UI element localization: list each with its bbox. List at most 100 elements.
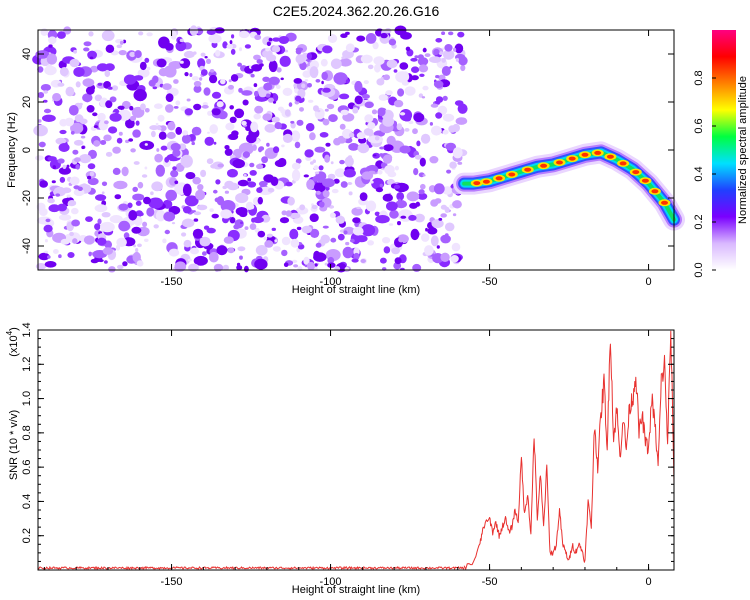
heatmap-noise-blob bbox=[263, 236, 268, 241]
heatmap-noise-blob bbox=[253, 83, 258, 88]
heatmap-noise-blob bbox=[420, 133, 431, 144]
heatmap-noise-blob bbox=[173, 79, 179, 84]
heatmap-noise-blob bbox=[444, 222, 455, 232]
heatmap-noise-blob bbox=[353, 252, 360, 260]
heatmap-noise-blob bbox=[393, 69, 398, 73]
heatmap-noise-blob bbox=[183, 50, 195, 59]
snr-multiplier-close: ) bbox=[8, 327, 20, 331]
heatmap-noise-blob bbox=[253, 90, 259, 97]
heatmap-noise-blob bbox=[304, 149, 314, 158]
heatmap-noise-blob bbox=[268, 60, 278, 73]
heatmap-noise-blob bbox=[307, 83, 312, 88]
heatmap-noise-blob bbox=[166, 131, 176, 140]
heatmap-noise-blob bbox=[117, 264, 124, 270]
heatmap-noise-blob bbox=[441, 31, 446, 35]
heatmap-noise-blob bbox=[93, 125, 98, 129]
heatmap-noise-blob bbox=[170, 169, 179, 178]
snr-signal-line bbox=[463, 330, 675, 570]
heatmap-noise-blob bbox=[137, 181, 144, 189]
snr-noise-floor-line bbox=[37, 565, 465, 571]
heatmap-noise-blob bbox=[155, 164, 165, 177]
heatmap-noise-blob bbox=[97, 82, 103, 86]
heatmap-noise-blob bbox=[140, 103, 146, 111]
heatmap-noise-blob bbox=[249, 170, 257, 176]
signal-hotspot-core bbox=[556, 160, 563, 165]
heatmap-noise-blob bbox=[225, 122, 235, 131]
heatmap-noise-blob bbox=[105, 151, 113, 157]
heatmap-noise-blob bbox=[75, 81, 81, 88]
heatmap-noise-blob bbox=[133, 89, 147, 102]
heatmap-noise-blob bbox=[322, 45, 333, 54]
heatmap-noise-blob bbox=[175, 100, 181, 106]
heatmap-noise-blob bbox=[174, 261, 187, 272]
heatmap-noise-blob bbox=[455, 117, 468, 125]
heatmap-noise-blob bbox=[410, 228, 420, 241]
heatmap-noise-blob bbox=[231, 34, 235, 39]
heatmap-noise-blob bbox=[86, 105, 95, 113]
heatmap-noise-blob bbox=[146, 32, 153, 37]
colorbar-tick-label: 0.2 bbox=[693, 214, 705, 229]
heatmap-noise-blob bbox=[340, 109, 349, 116]
heatmap-noise-blob bbox=[69, 58, 80, 68]
heatmap-noise-blob bbox=[132, 129, 141, 138]
heatmap-noise-blob bbox=[97, 112, 106, 121]
heatmap-noise-blob bbox=[45, 218, 51, 223]
heatmap-noise-blob bbox=[383, 144, 394, 152]
heatmap-noise-blob bbox=[104, 240, 112, 249]
heatmap-noise-blob bbox=[175, 40, 187, 52]
heatmap-noise-blob bbox=[440, 234, 451, 244]
heatmap-noise-blob bbox=[433, 183, 445, 195]
heatmap-noise-blob bbox=[279, 217, 290, 224]
heatmap-noise-blob bbox=[319, 201, 325, 208]
heatmap-noise-blob bbox=[57, 82, 65, 87]
heatmap-noise-blob bbox=[175, 126, 182, 135]
heatmap-noise-blob bbox=[101, 181, 108, 187]
heatmap-noise-blob bbox=[291, 162, 301, 170]
heatmap-noise-blob bbox=[403, 116, 412, 122]
heatmap-noise-blob bbox=[177, 164, 184, 170]
heatmap-noise-blob bbox=[157, 114, 165, 122]
heatmap-noise-blob bbox=[393, 184, 401, 189]
heatmap-y-ticks: -40 -20 0 20 40 bbox=[21, 48, 674, 254]
heatmap-noise-blob bbox=[318, 165, 324, 171]
heatmap-noise-blob bbox=[448, 31, 454, 36]
snr-multiplier-exponent: 4 bbox=[5, 330, 14, 335]
heatmap-noise-blob bbox=[72, 149, 79, 155]
heatmap-noise-blob bbox=[304, 79, 309, 82]
heatmap-noise-blob bbox=[348, 155, 352, 159]
heatmap-noise-blob bbox=[241, 120, 247, 126]
heatmap-noise-blob bbox=[52, 165, 56, 170]
heatmap-noise-blob bbox=[104, 260, 108, 264]
heatmap-noise-blob bbox=[350, 238, 355, 243]
heatmap-noise-blob bbox=[82, 93, 93, 103]
heatmap-noise-blob bbox=[81, 145, 85, 150]
heatmap-noise-blob bbox=[266, 233, 273, 238]
heatmap-noise-blob bbox=[347, 182, 353, 185]
heatmap-noise-blob bbox=[380, 32, 388, 39]
heatmap-y-tick-label: -20 bbox=[21, 190, 33, 206]
heatmap-noise-blob bbox=[310, 161, 314, 165]
heatmap-noise-blob bbox=[107, 86, 113, 90]
heatmap-noise-blob bbox=[335, 215, 345, 224]
heatmap-noise-blob bbox=[101, 191, 105, 194]
heatmap-noise-blob bbox=[264, 240, 274, 248]
heatmap-noise-blob bbox=[200, 169, 207, 178]
heatmap-noise-blob bbox=[69, 231, 74, 237]
heatmap-noise-blob bbox=[211, 213, 219, 219]
heatmap-noise-blob bbox=[192, 176, 201, 185]
heatmap-noise-blob bbox=[288, 102, 293, 107]
heatmap-noise-blob bbox=[209, 124, 218, 134]
heatmap-noise-blob bbox=[307, 261, 315, 271]
heatmap-noise-blob bbox=[342, 246, 354, 259]
heatmap-noise-blob bbox=[394, 165, 399, 171]
heatmap-noise-blob bbox=[137, 68, 150, 78]
heatmap-noise-blob bbox=[43, 99, 48, 103]
heatmap-noise-blob bbox=[429, 56, 442, 63]
heatmap-noise-blob bbox=[209, 74, 218, 84]
snr-y-tick-label: 1.2 bbox=[21, 357, 33, 372]
heatmap-noise-blob bbox=[229, 40, 233, 45]
heatmap-noise-blob bbox=[193, 103, 202, 111]
heatmap-noise-blob bbox=[39, 180, 48, 188]
heatmap-noise-blob bbox=[203, 87, 211, 96]
heatmap-noise-blob bbox=[410, 75, 419, 81]
